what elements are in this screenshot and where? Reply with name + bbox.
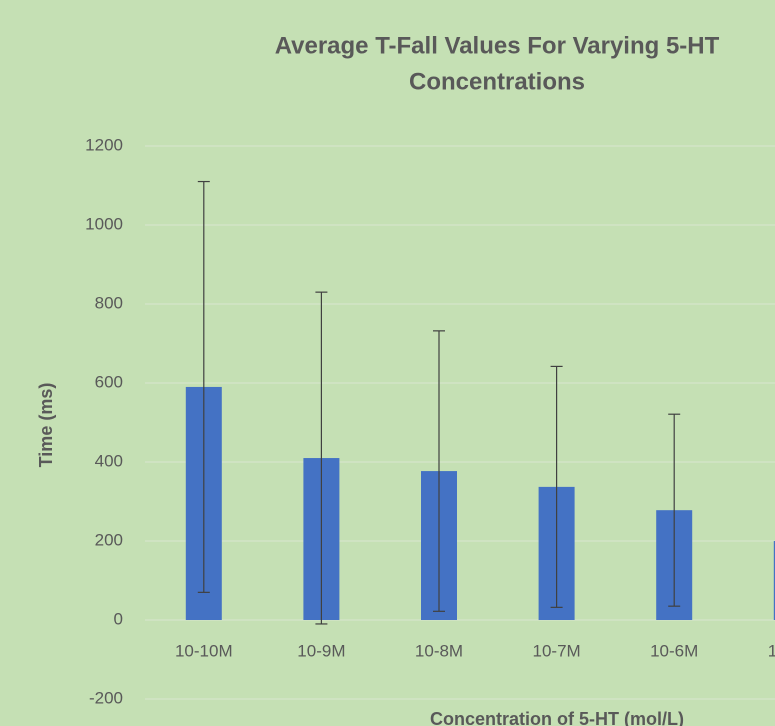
bar (773, 541, 775, 620)
y-tick-label: 1000 (85, 214, 123, 233)
x-tick-label: 10-5M (768, 641, 775, 660)
y-tick-label: 200 (95, 530, 123, 549)
x-tick-label: 10-6M (650, 641, 698, 660)
x-axis-title: Concentration of 5-HT (mol/L) (430, 709, 684, 726)
chart-title: Average T-Fall Values For Varying 5-HT (275, 32, 720, 59)
x-tick-label: 10-8M (415, 641, 463, 660)
chart-title: Concentrations (409, 68, 585, 95)
y-tick-label: 0 (114, 609, 123, 628)
x-tick-label: 10-10M (175, 641, 233, 660)
y-tick-label: 400 (95, 451, 123, 470)
y-tick-label: 1200 (85, 135, 123, 154)
y-tick-label: -200 (89, 688, 123, 707)
x-tick-label: 10-7M (533, 641, 581, 660)
y-axis-title: Time (ms) (36, 383, 56, 468)
y-tick-label: 800 (95, 293, 123, 312)
y-tick-label: 600 (95, 372, 123, 391)
x-tick-label: 10-9M (297, 641, 345, 660)
